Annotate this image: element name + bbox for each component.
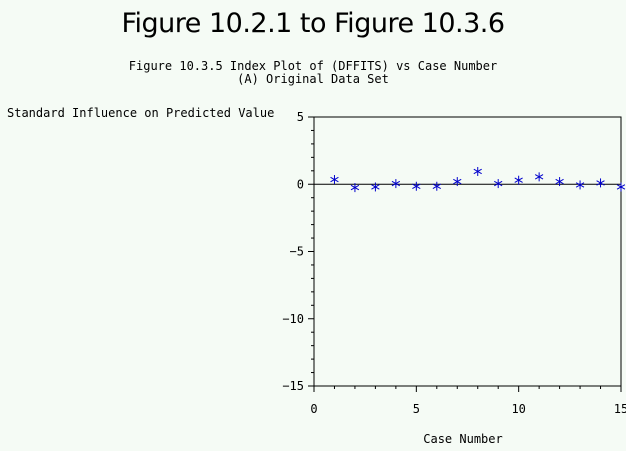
- chart-subtitle-line2: (A) Original Data Set: [237, 72, 389, 86]
- data-point-stroke: [473, 168, 482, 175]
- data-point: [534, 172, 544, 182]
- y-axis: 5 0 −5 −10 −15: [282, 110, 314, 393]
- data-point-stroke: [575, 182, 585, 188]
- data-point: [350, 183, 360, 193]
- data-point-stroke: [494, 180, 503, 187]
- chart-title: Figure 10.2.1 to Figure 10.3.6: [121, 8, 505, 39]
- data-point: [575, 180, 585, 190]
- data-point: [330, 175, 339, 185]
- data-point-stroke: [391, 180, 401, 187]
- x-axis: 0 5 10 15: [310, 386, 626, 416]
- plot-border: [313, 116, 622, 387]
- data-point-stroke: [330, 176, 339, 183]
- data-point: [514, 175, 523, 185]
- data-point: [453, 177, 462, 187]
- data-point-stroke: [555, 178, 564, 185]
- plot-frame: [313, 116, 622, 387]
- x-axis-label: Case Number: [423, 432, 503, 446]
- data-point: [596, 178, 605, 188]
- data-point-stroke: [534, 174, 544, 180]
- y-tick-label: 0: [297, 177, 304, 191]
- data-point: [616, 182, 626, 192]
- data-point: [371, 182, 380, 192]
- y-tick-label: −5: [290, 245, 304, 259]
- y-tick-label: −15: [282, 379, 304, 393]
- data-point-stroke: [453, 178, 462, 185]
- data-point-stroke: [350, 184, 360, 191]
- y-tick-label: −10: [282, 312, 304, 326]
- data-point-stroke: [432, 183, 441, 189]
- x-tick-label: 5: [413, 402, 420, 416]
- y-axis-label: Standard Influence on Predicted Value: [7, 106, 275, 120]
- data-point-stroke: [412, 183, 421, 189]
- data-point: [391, 179, 401, 189]
- data-point-stroke: [514, 177, 523, 183]
- x-tick-label: 10: [511, 402, 525, 416]
- data-point: [555, 177, 564, 187]
- data-point-stroke: [596, 180, 605, 186]
- chart-subtitle-line1: Figure 10.3.5 Index Plot of (DFFITS) vs …: [128, 59, 498, 73]
- data-point-stroke: [616, 184, 626, 190]
- data-point: [432, 181, 441, 191]
- data-point-stroke: [371, 184, 380, 190]
- data-point: [494, 179, 503, 189]
- data-points: [330, 166, 626, 193]
- y-tick-label: 5: [297, 110, 304, 124]
- data-point: [412, 181, 421, 191]
- data-point: [473, 166, 482, 176]
- x-tick-label: 0: [310, 402, 317, 416]
- x-tick-label: 15: [614, 402, 626, 416]
